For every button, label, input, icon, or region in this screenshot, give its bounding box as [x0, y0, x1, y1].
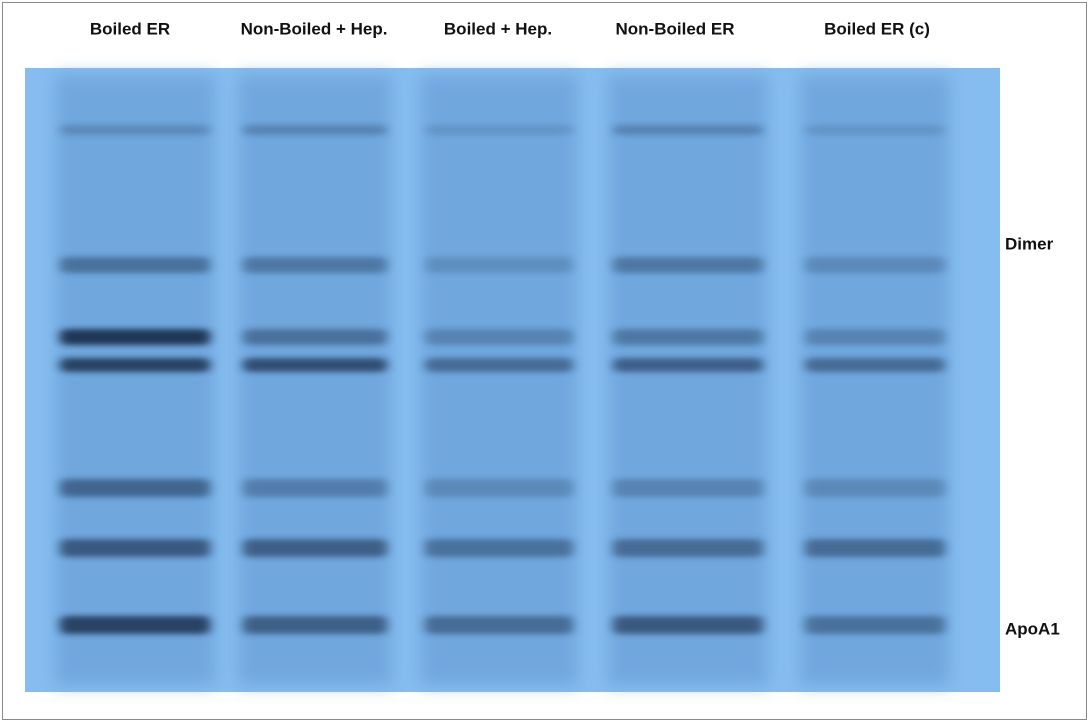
lane	[800, 75, 950, 685]
band	[60, 358, 210, 372]
band	[613, 479, 763, 497]
lane-label: Boiled ER (c)	[824, 19, 930, 38]
band	[60, 257, 210, 273]
band	[60, 125, 210, 135]
band	[243, 125, 387, 135]
band	[805, 257, 945, 273]
band	[805, 125, 945, 135]
band	[425, 539, 573, 557]
band	[805, 539, 945, 557]
lane	[420, 75, 578, 685]
band	[613, 539, 763, 557]
lane	[55, 75, 215, 685]
band	[425, 257, 573, 273]
band	[805, 329, 945, 345]
band	[243, 539, 387, 557]
band	[60, 539, 210, 557]
band-label: ApoA1	[1005, 619, 1060, 638]
lane-label: Boiled + Hep.	[444, 19, 552, 38]
band	[425, 616, 573, 634]
band	[613, 257, 763, 273]
lane-label: Non-Boiled ER	[616, 19, 735, 38]
band	[425, 479, 573, 497]
lane-label: Non-Boiled + Hep.	[241, 19, 388, 38]
band	[243, 479, 387, 497]
band	[805, 358, 945, 372]
band	[60, 616, 210, 634]
band	[243, 329, 387, 345]
band	[805, 479, 945, 497]
band-label: Dimer	[1005, 234, 1054, 253]
lane-label: Boiled ER	[90, 19, 170, 38]
band	[243, 616, 387, 634]
lanes	[55, 75, 950, 685]
lane	[608, 75, 768, 685]
band	[613, 616, 763, 634]
band	[60, 479, 210, 497]
band	[613, 125, 763, 135]
lane	[238, 75, 392, 685]
band	[425, 329, 573, 345]
band	[60, 329, 210, 345]
band	[425, 125, 573, 135]
band	[243, 257, 387, 273]
blot-figure: Boiled ER Non-Boiled + Hep. Boiled + Hep…	[0, 0, 1089, 722]
band	[613, 358, 763, 372]
band	[805, 616, 945, 634]
band	[243, 358, 387, 372]
band	[425, 358, 573, 372]
band	[613, 329, 763, 345]
